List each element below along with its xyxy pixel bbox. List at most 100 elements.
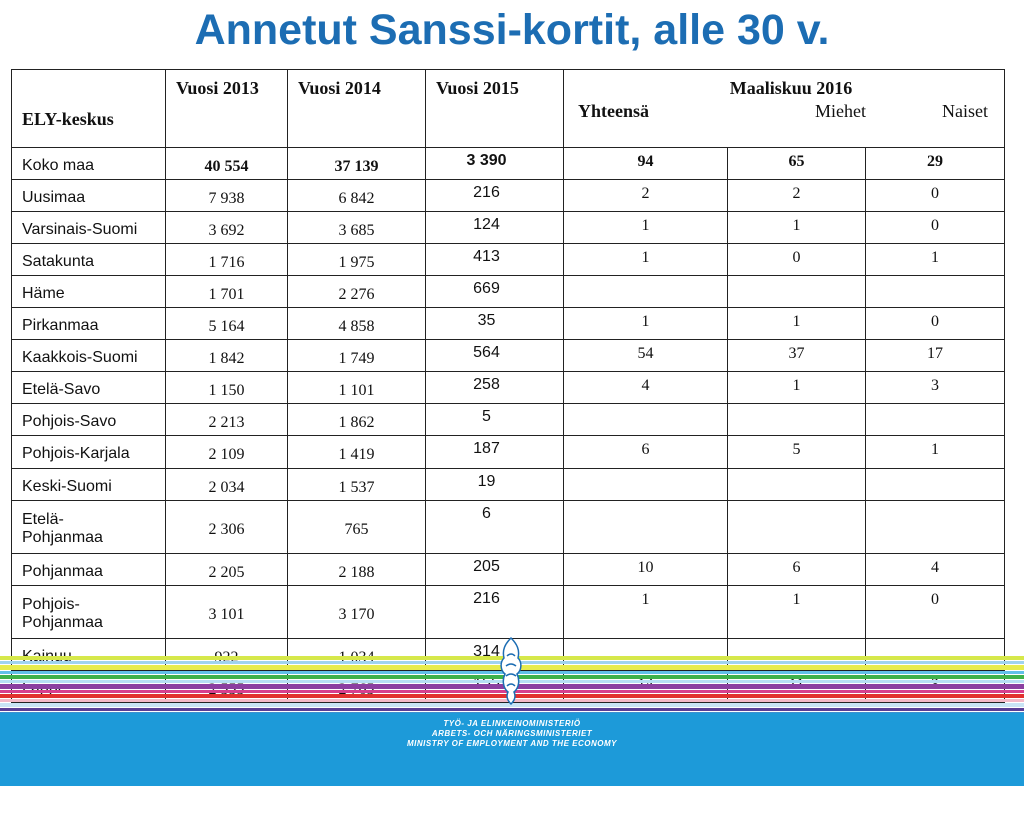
header-march-subheaders: Yhteensä Miehet Naiset: [578, 101, 1004, 122]
sanssi-table-container: ELY-keskus Vuosi 2013 Vuosi 2014 Vuosi 2…: [11, 69, 1005, 703]
row-ely-name: Pohjois-Savo: [11, 403, 166, 436]
cell-y2015: 124: [425, 211, 564, 244]
row-ely-name: Keski-Suomi: [11, 468, 166, 501]
cell-women: [865, 500, 1005, 554]
cell-y2014: 37 139: [287, 147, 426, 180]
cell-total: 1: [563, 211, 728, 244]
cell-women: 0: [865, 211, 1005, 244]
cell-total: [563, 500, 728, 554]
ministry-name: TYÖ- JA ELINKEINOMINISTERIÖ ARBETS- OCH …: [0, 719, 1024, 749]
cell-men: [727, 403, 866, 436]
cell-y2015: 5: [425, 403, 564, 436]
row-ely-name: Pohjois-Karjala: [11, 435, 166, 469]
row-ely-name: Kaakkois-Suomi: [11, 339, 166, 372]
cell-men: 1: [727, 371, 866, 404]
header-2015: Vuosi 2015: [425, 69, 564, 148]
table-row: Pirkanmaa 5 164 4 858 35 1 1 0: [11, 307, 1005, 340]
cell-y2015: 564: [425, 339, 564, 372]
table-body: Koko maa 40 554 37 139 3 390 94 65 29 Uusimaa 7 …: [11, 147, 1005, 703]
cell-total: 4: [563, 371, 728, 404]
row-ely-name: Pirkanmaa: [11, 307, 166, 340]
cell-y2014: 1 419: [287, 435, 426, 469]
cell-y2015: 35: [425, 307, 564, 340]
cell-y2014: 1 862: [287, 403, 426, 436]
cell-women: 17: [865, 339, 1005, 372]
cell-men: 6: [727, 553, 866, 586]
cell-y2015: 669: [425, 275, 564, 308]
sanssi-table: ELY-keskus Vuosi 2013 Vuosi 2014 Vuosi 2…: [11, 69, 1005, 703]
cell-women: 1: [865, 435, 1005, 469]
cell-y2013: 2 213: [165, 403, 288, 436]
table-row: Pohjois-Savo 2 213 1 862 5: [11, 403, 1005, 436]
ministry-line-en: MINISTRY OF EMPLOYMENT AND THE ECONOMY: [407, 739, 617, 748]
ministry-line-sv: ARBETS- OCH NÄRINGSMINISTERIET: [431, 729, 593, 738]
lion-coat-of-arms-icon: [500, 636, 522, 706]
row-ely-name: Pohjanmaa: [11, 553, 166, 586]
cell-men: 1: [727, 211, 866, 244]
header-2014: Vuosi 2014: [287, 69, 426, 148]
table-row: Pohjois-Karjala 2 109 1 419 187 6 5 1: [11, 435, 1005, 469]
table-row: Häme 1 701 2 276 669: [11, 275, 1005, 308]
cell-men: 37: [727, 339, 866, 372]
cell-y2015: 258: [425, 371, 564, 404]
cell-y2014: 3 170: [287, 585, 426, 639]
cell-women: 29: [865, 147, 1005, 180]
cell-y2014: 765: [287, 500, 426, 554]
cell-y2013: 1 701: [165, 275, 288, 308]
cell-men: 65: [727, 147, 866, 180]
cell-y2013: 5 164: [165, 307, 288, 340]
cell-total: 54: [563, 339, 728, 372]
cell-men: 2: [727, 179, 866, 212]
cell-y2014: 1 975: [287, 243, 426, 276]
cell-y2015: 413: [425, 243, 564, 276]
cell-y2013: 2 034: [165, 468, 288, 501]
table-row: Etelä- Pohjanmaa 2 306 765 6: [11, 500, 1005, 554]
header-march-2016: Maaliskuu 2016 Yhteensä Miehet Naiset: [563, 69, 1005, 148]
table-row: Pohjois- Pohjanmaa 3 101 3 170 216 1 1 0: [11, 585, 1005, 639]
table-row: Varsinais-Suomi 3 692 3 685 124 1 1 0: [11, 211, 1005, 244]
cell-men: 5: [727, 435, 866, 469]
table-row: Keski-Suomi 2 034 1 537 19: [11, 468, 1005, 501]
header-ely: ELY-keskus: [11, 69, 166, 148]
header-total: Yhteensä: [578, 101, 649, 121]
cell-y2013: 2 205: [165, 553, 288, 586]
cell-women: 0: [865, 179, 1005, 212]
row-ely-name: Koko maa: [11, 147, 166, 180]
cell-y2014: 4 858: [287, 307, 426, 340]
header-men: Miehet: [815, 101, 866, 121]
cell-y2013: 2 306: [165, 500, 288, 554]
row-ely-name: Satakunta: [11, 243, 166, 276]
cell-total: 1: [563, 243, 728, 276]
cell-total: 1: [563, 585, 728, 639]
cell-y2014: 1 749: [287, 339, 426, 372]
ministry-line-fi: TYÖ- JA ELINKEINOMINISTERIÖ: [443, 719, 581, 728]
cell-total: [563, 468, 728, 501]
cell-total: [563, 275, 728, 308]
cell-y2014: 3 685: [287, 211, 426, 244]
cell-women: [865, 403, 1005, 436]
table-row: Koko maa 40 554 37 139 3 390 94 65 29: [11, 147, 1005, 180]
cell-y2013: 3 692: [165, 211, 288, 244]
table-header-row: ELY-keskus Vuosi 2013 Vuosi 2014 Vuosi 2…: [11, 69, 1005, 148]
cell-y2015: 6: [425, 500, 564, 554]
cell-y2013: 7 938: [165, 179, 288, 212]
cell-total: 6: [563, 435, 728, 469]
cell-y2014: 2 276: [287, 275, 426, 308]
cell-y2014: 2 188: [287, 553, 426, 586]
page-title: Annetut Sanssi-kortit, alle 30 v.: [194, 6, 830, 54]
header-2013: Vuosi 2013: [165, 69, 288, 148]
cell-y2015: 205: [425, 553, 564, 586]
row-ely-name: Etelä- Pohjanmaa: [11, 500, 166, 554]
cell-women: 0: [865, 307, 1005, 340]
cell-y2014: 1 101: [287, 371, 426, 404]
cell-men: [727, 275, 866, 308]
cell-y2015: 216: [425, 179, 564, 212]
cell-y2015: 187: [425, 435, 564, 469]
row-ely-name: Häme: [11, 275, 166, 308]
cell-men: [727, 468, 866, 501]
cell-total: 10: [563, 553, 728, 586]
cell-women: 3: [865, 371, 1005, 404]
cell-total: [563, 403, 728, 436]
table-row: Etelä-Savo 1 150 1 101 258 4 1 3: [11, 371, 1005, 404]
cell-men: 1: [727, 585, 866, 639]
